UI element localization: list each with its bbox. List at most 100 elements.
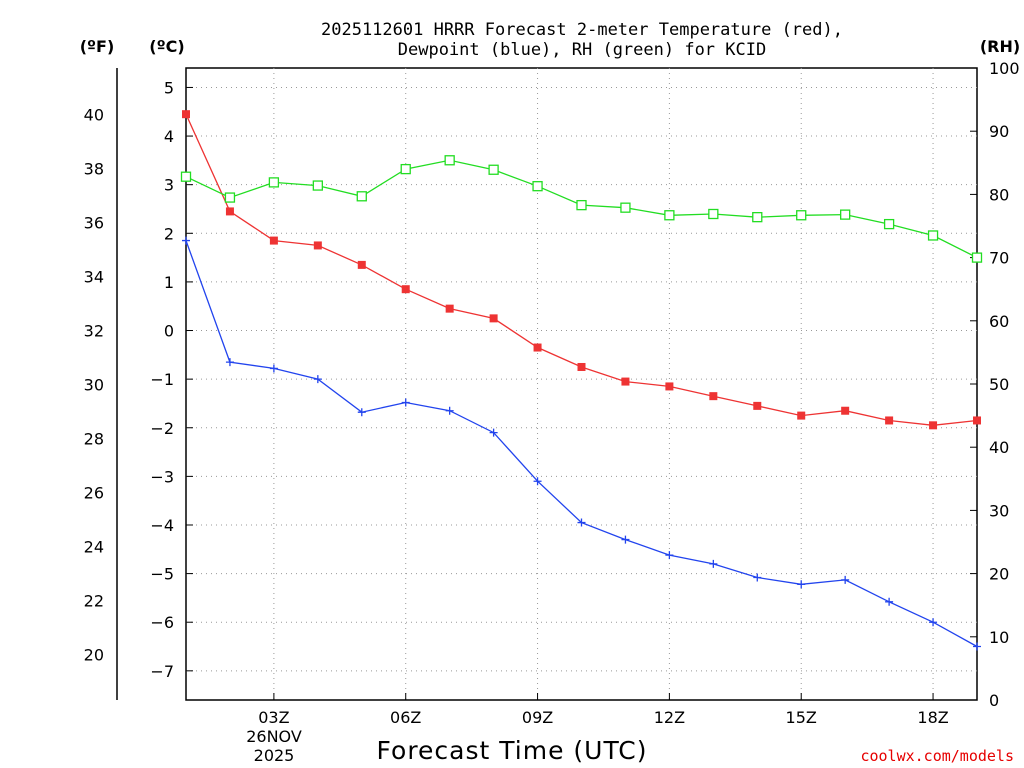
data-point xyxy=(883,218,895,230)
celsius-tick-label: 3 xyxy=(164,176,174,195)
watermark: coolwx.com/models xyxy=(860,747,1014,765)
x-axis-title: Forecast Time (UTC) xyxy=(377,736,648,765)
rh-tick-label: 40 xyxy=(989,438,1009,457)
data-point xyxy=(533,343,542,352)
data-point xyxy=(664,210,675,221)
rh-tick-label: 10 xyxy=(989,628,1009,647)
celsius-tick-label: 0 xyxy=(164,322,174,341)
fahrenheit-tick-label: 34 xyxy=(84,268,104,287)
data-point xyxy=(753,573,762,582)
data-point xyxy=(357,260,366,269)
data-point xyxy=(532,181,543,192)
data-point xyxy=(224,192,236,203)
date-label-year: 2025 xyxy=(254,746,295,765)
data-point xyxy=(973,642,981,651)
x-ticks: 03Z 06Z 09Z 12Z 15Z 18Z xyxy=(258,693,949,727)
data-point xyxy=(709,559,718,568)
data-point xyxy=(841,575,850,584)
data-point xyxy=(753,401,762,410)
data-point xyxy=(621,377,630,386)
celsius-tick-label: 2 xyxy=(164,224,174,243)
celsius-tick-label: −4 xyxy=(150,516,174,535)
data-point xyxy=(489,428,498,437)
chart-title-line-1: 2025112601 HRRR Forecast 2-meter Tempera… xyxy=(321,20,843,40)
fahrenheit-tick-label: 28 xyxy=(84,430,104,449)
fahrenheit-tick-label: 38 xyxy=(84,159,104,178)
data-point xyxy=(840,209,851,220)
data-point xyxy=(225,358,234,367)
data-point xyxy=(797,580,806,589)
data-point xyxy=(533,477,542,486)
celsius-tick-label: 5 xyxy=(164,78,174,97)
data-point xyxy=(269,236,278,245)
date-label-day: 26NOV xyxy=(246,727,302,746)
data-point xyxy=(182,236,190,245)
data-point xyxy=(401,398,410,407)
series-2-meter-temperature xyxy=(182,110,981,430)
data-point xyxy=(182,110,190,119)
celsius-tick-label: −6 xyxy=(150,613,174,632)
data-point xyxy=(665,382,674,391)
fahrenheit-tick-label: 36 xyxy=(84,213,104,232)
rh-ticks: 0 10 20 30 40 50 60 70 80 90 100 xyxy=(970,59,1020,710)
data-point xyxy=(841,406,850,415)
data-point xyxy=(752,212,763,223)
data-point xyxy=(665,551,674,560)
data-point xyxy=(797,411,806,420)
rh-tick-label: 0 xyxy=(989,691,999,710)
fahrenheit-tick-label: 24 xyxy=(84,538,104,557)
data-point xyxy=(621,535,630,544)
data-point xyxy=(445,304,454,313)
data-point xyxy=(885,416,894,425)
series-layer xyxy=(180,110,983,651)
series-line xyxy=(185,240,978,648)
data-point xyxy=(929,421,938,430)
celsius-tick-label: 1 xyxy=(164,273,174,292)
fahrenheit-ticks: 40 38 36 34 32 30 28 26 24 22 20 xyxy=(84,105,104,664)
x-tick-label: 03Z xyxy=(258,708,289,727)
data-point xyxy=(927,230,939,241)
data-point xyxy=(488,164,499,175)
data-point xyxy=(401,285,410,294)
data-point xyxy=(269,364,278,373)
x-tick-label: 15Z xyxy=(786,708,817,727)
data-point xyxy=(620,202,631,213)
x-tick-label: 12Z xyxy=(654,708,685,727)
rh-tick-label: 90 xyxy=(989,122,1009,141)
data-point xyxy=(445,406,454,415)
data-point xyxy=(708,208,719,220)
data-point xyxy=(489,314,498,323)
data-point xyxy=(885,597,894,606)
celsius-tick-label: −7 xyxy=(150,662,174,681)
celsius-ticks: 5 4 3 2 1 0 −1 −2 −3 −4 −5 −6 −7 xyxy=(150,78,193,681)
rh-tick-label: 30 xyxy=(989,501,1009,520)
chart-title-line-2: Dewpoint (blue), RH (green) for KCID xyxy=(398,40,766,60)
data-point xyxy=(709,392,718,401)
rh-tick-label: 50 xyxy=(989,375,1009,394)
rh-unit-label: (RH) xyxy=(980,37,1020,56)
data-point xyxy=(400,163,411,175)
rh-tick-label: 70 xyxy=(989,249,1009,268)
data-point xyxy=(313,241,322,250)
rh-tick-label: 60 xyxy=(989,312,1009,331)
rh-tick-label: 100 xyxy=(989,59,1020,78)
data-point xyxy=(225,207,234,216)
data-point xyxy=(180,171,192,182)
rh-tick-label: 80 xyxy=(989,185,1009,204)
fahrenheit-tick-label: 22 xyxy=(84,592,104,611)
series-dewpoint xyxy=(182,236,981,651)
fahrenheit-tick-label: 26 xyxy=(84,484,104,503)
data-point xyxy=(312,180,323,191)
celsius-tick-label: −5 xyxy=(150,565,174,584)
data-point xyxy=(444,155,455,166)
x-tick-label: 18Z xyxy=(917,708,948,727)
x-tick-label: 09Z xyxy=(522,708,553,727)
data-point xyxy=(577,362,586,371)
celsius-tick-label: −3 xyxy=(150,467,174,486)
data-point xyxy=(313,375,322,384)
grid-layer xyxy=(186,68,977,700)
fahrenheit-tick-label: 40 xyxy=(84,105,104,124)
fahrenheit-tick-label: 20 xyxy=(84,646,104,665)
fahrenheit-unit-label: (ºF) xyxy=(80,37,115,56)
